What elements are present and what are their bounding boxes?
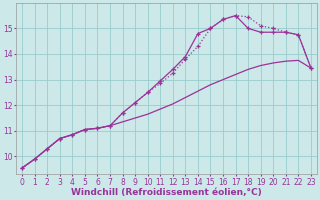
X-axis label: Windchill (Refroidissement éolien,°C): Windchill (Refroidissement éolien,°C) <box>71 188 262 197</box>
